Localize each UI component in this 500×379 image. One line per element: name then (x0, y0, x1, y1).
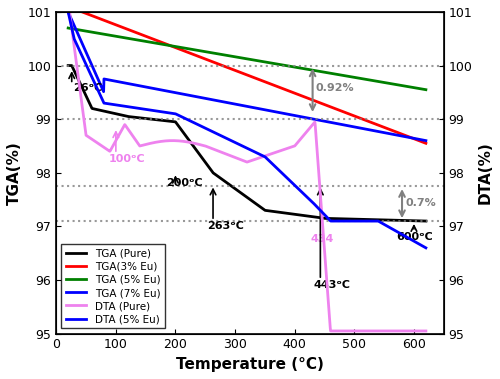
DTA (Pure) (351, 329, 357, 333)
TGA(3% Eu) (350, 113, 356, 118)
TGA (7% Eu) (222, 100, 228, 105)
DTA (5% Eu) (222, 136, 228, 140)
TGA(3% Eu) (222, 64, 228, 69)
Line: DTA (Pure): DTA (Pure) (68, 1, 426, 331)
Text: 0.7%: 0.7% (405, 198, 436, 208)
TGA (5% Eu) (222, 53, 228, 58)
TGA (7% Eu) (65, 10, 71, 14)
TGA(3% Eu) (311, 98, 317, 103)
DTA (Pure) (222, 152, 228, 156)
DTA (5% Eu) (423, 246, 429, 250)
TGA (Pure) (344, 217, 350, 221)
X-axis label: Temperature (°C): Temperature (°C) (176, 357, 324, 372)
TGA (5% Eu) (423, 88, 429, 92)
TGA (Pure) (210, 170, 216, 175)
DTA (Pure) (210, 147, 216, 151)
Line: TGA (7% Eu): TGA (7% Eu) (68, 12, 426, 141)
Y-axis label: TGA(%): TGA(%) (7, 141, 22, 205)
TGA(3% Eu) (423, 141, 429, 146)
DTA (5% Eu) (210, 130, 216, 134)
Text: 600ᵒC: 600ᵒC (396, 232, 433, 242)
DTA (Pure) (328, 329, 334, 333)
DTA (Pure) (344, 329, 350, 333)
DTA (5% Eu) (311, 201, 317, 206)
TGA (Pure) (350, 217, 356, 221)
TGA (Pure) (311, 215, 317, 219)
TGA (Pure) (65, 63, 71, 68)
Line: TGA (5% Eu): TGA (5% Eu) (68, 28, 426, 90)
TGA(3% Eu) (210, 60, 216, 64)
TGA (7% Eu) (311, 117, 317, 121)
Y-axis label: DTA(%): DTA(%) (478, 141, 493, 204)
DTA (Pure) (65, 0, 71, 3)
Text: 443ᵒC: 443ᵒC (314, 280, 351, 290)
Text: 0.92%: 0.92% (316, 83, 354, 93)
Text: 200ᵒC: 200ᵒC (166, 178, 203, 188)
TGA (7% Eu) (210, 97, 216, 102)
Line: DTA (5% Eu): DTA (5% Eu) (68, 12, 426, 248)
TGA(3% Eu) (65, 4, 71, 9)
DTA (5% Eu) (350, 219, 356, 223)
TGA(3% Eu) (344, 111, 350, 116)
TGA (7% Eu) (102, 77, 107, 81)
TGA (Pure) (102, 109, 107, 114)
Text: 434: 434 (310, 235, 334, 244)
TGA (7% Eu) (350, 124, 356, 129)
Line: TGA(3% Eu): TGA(3% Eu) (68, 6, 426, 143)
TGA (7% Eu) (344, 123, 350, 128)
Text: 26ᵒC: 26ᵒC (73, 83, 102, 93)
DTA (Pure) (102, 146, 107, 150)
DTA (5% Eu) (65, 10, 71, 14)
TGA (5% Eu) (65, 26, 71, 30)
DTA (5% Eu) (344, 219, 350, 223)
Text: 263ᵒC: 263ᵒC (207, 221, 244, 231)
TGA (Pure) (222, 180, 228, 184)
TGA (5% Eu) (344, 74, 350, 78)
TGA (Pure) (423, 219, 429, 223)
TGA (7% Eu) (423, 138, 429, 143)
DTA (Pure) (423, 329, 429, 333)
TGA (5% Eu) (311, 68, 317, 73)
DTA (Pure) (311, 121, 317, 125)
Legend: TGA (Pure), TGA(3% Eu), TGA (5% Eu), TGA (7% Eu), DTA (Pure), DTA (5% Eu): TGA (Pure), TGA(3% Eu), TGA (5% Eu), TGA… (62, 244, 164, 329)
Text: 100ᵒC: 100ᵒC (108, 154, 146, 164)
Line: TGA (Pure): TGA (Pure) (68, 66, 426, 221)
TGA (5% Eu) (102, 32, 107, 37)
DTA (5% Eu) (102, 101, 107, 105)
TGA(3% Eu) (102, 18, 107, 23)
TGA (5% Eu) (210, 51, 216, 55)
TGA (5% Eu) (350, 75, 356, 80)
